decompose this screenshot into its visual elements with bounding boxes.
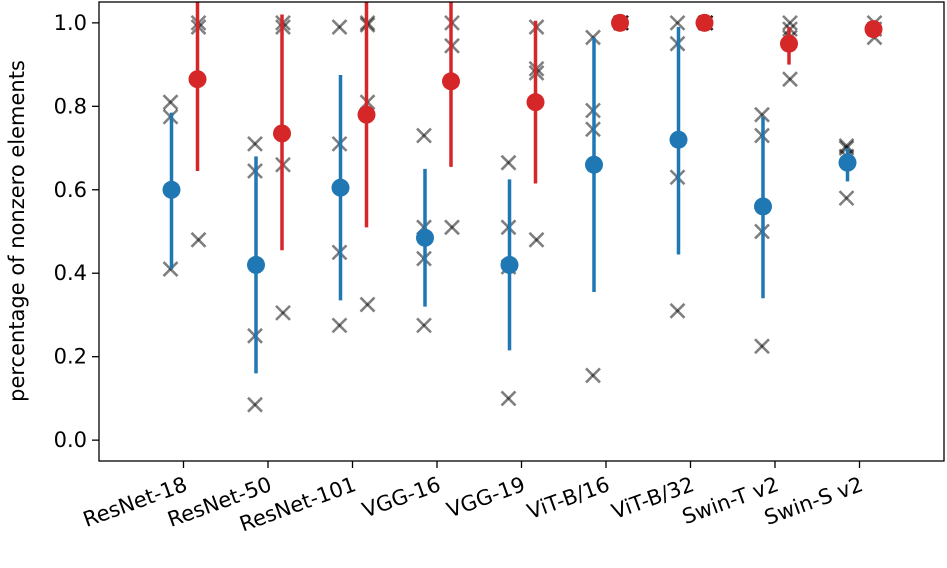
plot-content bbox=[162, 2, 883, 413]
cross-stroke-b bbox=[754, 106, 770, 123]
cross-stroke-b bbox=[331, 19, 348, 35]
cross-marker-blue-0-0 bbox=[162, 94, 179, 111]
cross-marker-red-7-3 bbox=[782, 71, 798, 88]
x-tick-label-5: ViT-B/16 bbox=[524, 472, 613, 524]
cross-stroke-b bbox=[359, 296, 376, 313]
y-tick-label-3: 0.6 bbox=[54, 178, 87, 202]
cross-stroke-b bbox=[444, 219, 460, 236]
cross-stroke-b bbox=[500, 390, 517, 407]
cross-stroke-b bbox=[247, 396, 263, 413]
cross-marker-blue-2-3 bbox=[331, 317, 348, 334]
y-axis-label: percentage of nonzero elements bbox=[5, 60, 29, 402]
cross-stroke-b bbox=[838, 190, 855, 207]
cross-stroke-b bbox=[416, 127, 432, 144]
mean-point-blue-3 bbox=[416, 228, 434, 247]
cross-marker-red-7-0 bbox=[782, 14, 798, 31]
cross-stroke-b bbox=[669, 14, 686, 31]
y-tick-label-4: 0.8 bbox=[54, 94, 87, 118]
mean-point-blue-6 bbox=[669, 130, 688, 149]
y-tick-label-1: 0.2 bbox=[54, 345, 87, 369]
mean-point-blue-2 bbox=[331, 178, 350, 197]
mean-point-blue-8 bbox=[838, 153, 857, 172]
cross-marker-blue-3-3 bbox=[416, 317, 432, 334]
cross-stroke-b bbox=[162, 94, 179, 111]
mean-point-blue-1 bbox=[247, 255, 265, 274]
cross-stroke-b bbox=[247, 135, 263, 152]
cross-marker-red-4-3 bbox=[528, 231, 545, 248]
cross-marker-blue-4-0 bbox=[500, 154, 517, 171]
cross-marker-blue-4-3 bbox=[500, 390, 517, 407]
cross-marker-blue-2-0 bbox=[331, 19, 348, 35]
plot-area bbox=[162, 2, 883, 413]
x-tick-label-3: VGG-16 bbox=[359, 472, 444, 522]
cross-stroke-b bbox=[500, 154, 517, 171]
cross-stroke-b bbox=[190, 231, 207, 248]
mean-point-blue-5 bbox=[585, 155, 603, 174]
mean-point-red-5 bbox=[611, 13, 629, 32]
cross-marker-blue-7-0 bbox=[754, 106, 770, 123]
y-tick-label-2: 0.4 bbox=[54, 261, 87, 285]
cross-stroke-b bbox=[275, 304, 291, 321]
mean-point-blue-4 bbox=[500, 255, 519, 274]
x-tick-label-8: Swin-S v2 bbox=[761, 472, 866, 530]
cross-marker-blue-5-3 bbox=[585, 367, 601, 384]
mean-point-blue-0 bbox=[162, 180, 181, 199]
mean-point-red-8 bbox=[864, 20, 883, 39]
mean-point-blue-7 bbox=[754, 197, 772, 216]
y-tick-label-0: 0.0 bbox=[54, 428, 87, 452]
cross-marker-blue-3-0 bbox=[416, 127, 432, 144]
plot-frame bbox=[98, 1, 945, 462]
cross-marker-blue-1-3 bbox=[247, 396, 263, 413]
cross-marker-red-3-2 bbox=[444, 219, 460, 236]
cross-stroke-b bbox=[782, 71, 798, 88]
cross-stroke-b bbox=[754, 338, 770, 355]
cross-stroke-b bbox=[669, 302, 686, 319]
mean-point-red-7 bbox=[780, 34, 798, 53]
axes: 0.00.20.40.60.81.0ResNet-18ResNet-50ResN… bbox=[54, 1, 945, 536]
cross-stroke-b bbox=[585, 367, 601, 384]
mean-point-red-1 bbox=[273, 124, 291, 143]
cross-marker-blue-6-3 bbox=[669, 302, 686, 319]
cross-marker-red-2-3 bbox=[359, 296, 376, 313]
y-tick-label-5: 1.0 bbox=[54, 11, 87, 35]
cross-marker-red-0-2 bbox=[190, 231, 207, 248]
mean-point-red-2 bbox=[357, 105, 376, 124]
cross-stroke-b bbox=[528, 231, 545, 248]
cross-marker-blue-6-0 bbox=[669, 14, 686, 31]
mean-point-red-0 bbox=[188, 70, 207, 89]
cross-marker-blue-7-3 bbox=[754, 338, 770, 355]
mean-point-red-3 bbox=[442, 72, 460, 91]
mean-point-red-4 bbox=[526, 93, 545, 112]
cross-marker-blue-1-0 bbox=[247, 135, 263, 152]
cross-stroke-b bbox=[782, 14, 798, 31]
cross-stroke-b bbox=[331, 317, 348, 334]
x-tick-label-4: VGG-19 bbox=[444, 472, 529, 522]
cross-marker-red-1-3 bbox=[275, 304, 291, 321]
cross-stroke-b bbox=[416, 317, 432, 334]
cross-marker-blue-8-2 bbox=[838, 190, 855, 207]
mean-point-red-6 bbox=[695, 13, 714, 32]
